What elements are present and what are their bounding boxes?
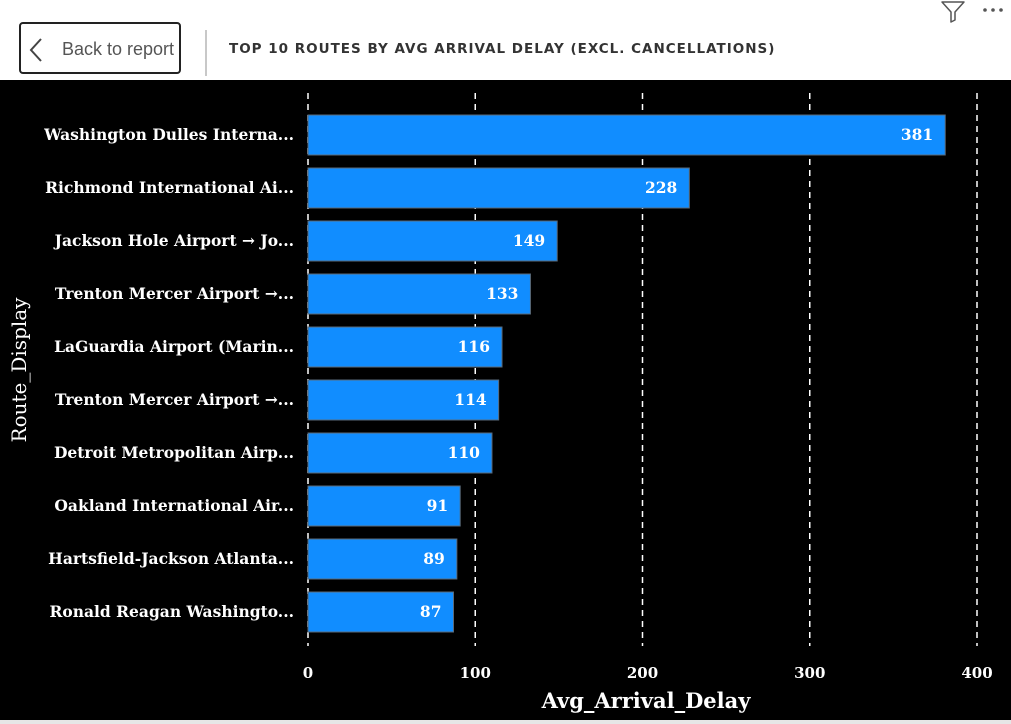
visual-header: Back to report TOP 10 ROUTES BY AVG ARRI…	[0, 0, 1011, 80]
data-label: 116	[458, 337, 490, 356]
bar[interactable]	[307, 326, 503, 368]
category-label: Richmond International Ai...	[45, 178, 294, 197]
back-to-report-button[interactable]: Back to report	[19, 22, 181, 74]
header-divider	[205, 30, 207, 76]
data-label: 110	[448, 443, 481, 462]
bar[interactable]	[307, 379, 500, 421]
x-tick-labels: 0 100 200 300 400	[303, 664, 993, 682]
category-label: Oakland International Air...	[54, 496, 294, 515]
category-label: Ronald Reagan Washingto...	[50, 602, 295, 621]
data-label: 89	[423, 549, 445, 568]
data-label: 91	[427, 496, 449, 515]
category-label: LaGuardia Airport (Marin...	[54, 337, 294, 356]
category-label: Washington Dulles Interna...	[43, 125, 294, 144]
bars	[307, 114, 946, 633]
chevron-left-icon	[29, 38, 42, 62]
bar[interactable]	[307, 432, 493, 474]
bar[interactable]	[307, 220, 558, 262]
data-label: 87	[420, 602, 442, 621]
data-labels: 381 228 149 133 116 114 110 91 89 87	[420, 125, 933, 621]
chart-area: Washington Dulles Interna... Richmond Int…	[0, 80, 1011, 724]
x-tick-label: 200	[627, 664, 658, 682]
more-options-icon[interactable]	[980, 0, 1006, 20]
back-to-report-label: Back to report	[62, 39, 175, 59]
category-label: Trenton Mercer Airport →...	[55, 284, 294, 303]
category-label: Hartsfield-Jackson Atlanta...	[48, 549, 294, 568]
x-tick-label: 400	[961, 664, 992, 682]
bar[interactable]	[307, 273, 531, 315]
bar[interactable]	[307, 485, 461, 527]
bar-chart: Washington Dulles Interna... Richmond Int…	[7, 93, 993, 713]
bar[interactable]	[307, 591, 455, 633]
x-tick-label: 300	[794, 664, 825, 682]
data-label: 228	[645, 178, 677, 197]
visual-title: TOP 10 ROUTES BY AVG ARRIVAL DELAY (EXCL…	[229, 41, 776, 57]
bar[interactable]	[307, 167, 690, 209]
y-axis-label: Route_Display	[7, 297, 31, 443]
filter-icon[interactable]	[940, 0, 966, 24]
bar[interactable]	[307, 538, 458, 580]
data-label: 133	[486, 284, 518, 303]
category-label: Trenton Mercer Airport →...	[55, 390, 294, 409]
bottom-border	[0, 720, 1011, 724]
x-axis-label: Avg_Arrival_Delay	[541, 688, 752, 713]
data-label: 114	[454, 390, 487, 409]
category-label: Detroit Metropolitan Airp...	[54, 443, 294, 462]
category-label: Jackson Hole Airport → Jo...	[53, 231, 294, 250]
x-tick-label: 100	[460, 664, 491, 682]
data-label: 381	[901, 125, 933, 144]
bar[interactable]	[307, 114, 946, 156]
data-label: 149	[513, 231, 545, 250]
x-tick-label: 0	[303, 664, 313, 682]
category-labels: Washington Dulles Interna... Richmond Int…	[43, 125, 294, 621]
